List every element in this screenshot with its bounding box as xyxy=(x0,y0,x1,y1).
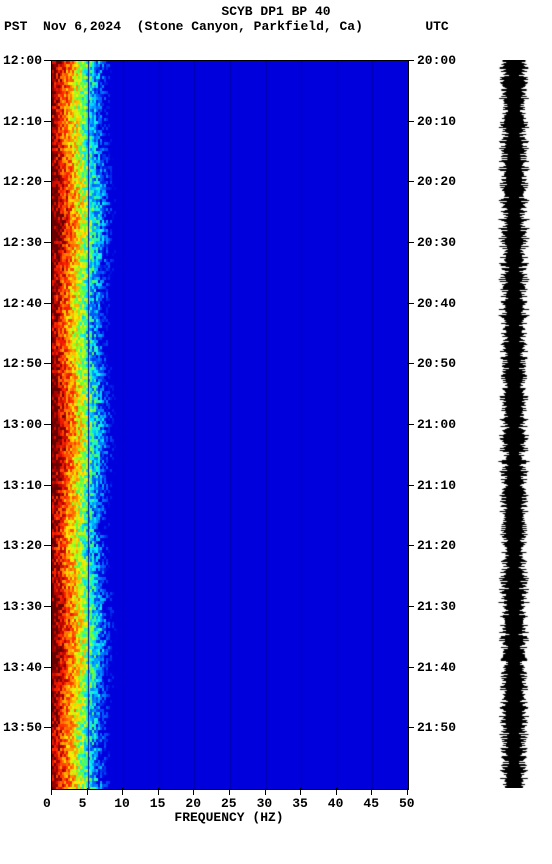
date-label: Nov 6,2024 xyxy=(43,19,121,34)
yaxis-left-tick xyxy=(44,303,51,304)
yaxis-left-tick xyxy=(44,60,51,61)
yaxis-left-label: 13:40 xyxy=(3,660,42,675)
yaxis-left-tick xyxy=(44,727,51,728)
xaxis-tick-label: 10 xyxy=(114,796,130,811)
yaxis-left-label: 12:50 xyxy=(3,356,42,371)
yaxis-right-tick xyxy=(407,242,414,243)
xaxis-tick xyxy=(300,788,301,795)
yaxis-left-tick xyxy=(44,545,51,546)
yaxis-right-label: 20:10 xyxy=(417,114,456,129)
xaxis-tick xyxy=(336,788,337,795)
yaxis-right-label: 21:40 xyxy=(417,660,456,675)
yaxis-right-tick xyxy=(407,424,414,425)
waveform-panel xyxy=(486,60,542,788)
yaxis-left-label: 12:40 xyxy=(3,296,42,311)
xaxis-tick-label: 20 xyxy=(185,796,201,811)
spectrogram-panel xyxy=(51,60,409,790)
yaxis-right-tick xyxy=(407,667,414,668)
xaxis-title: FREQUENCY (HZ) xyxy=(0,810,458,825)
xaxis-tick-label: 25 xyxy=(221,796,237,811)
yaxis-left-tick xyxy=(44,242,51,243)
xaxis-tick-label: 0 xyxy=(43,796,51,811)
xaxis-tick xyxy=(51,788,52,795)
xaxis-tick xyxy=(407,788,408,795)
yaxis-left-tick xyxy=(44,667,51,668)
yaxis-right-label: 21:50 xyxy=(417,720,456,735)
yaxis-right-tick xyxy=(407,606,414,607)
left-tz-label: PST xyxy=(4,19,27,34)
yaxis-left-label: 12:20 xyxy=(3,174,42,189)
xaxis-tick xyxy=(87,788,88,795)
right-tz-label: UTC xyxy=(425,19,448,34)
yaxis-right-label: 20:50 xyxy=(417,356,456,371)
plot-title: SCYB DP1 BP 40 xyxy=(0,4,552,19)
yaxis-left-label: 12:30 xyxy=(3,235,42,250)
yaxis-right-tick xyxy=(407,303,414,304)
yaxis-left-tick xyxy=(44,606,51,607)
yaxis-left-label: 12:00 xyxy=(3,53,42,68)
station-label: (Stone Canyon, Parkfield, Ca) xyxy=(137,19,363,34)
yaxis-right-tick xyxy=(407,727,414,728)
xaxis-tick-label: 40 xyxy=(328,796,344,811)
yaxis-right-label: 20:40 xyxy=(417,296,456,311)
yaxis-right-tick xyxy=(407,485,414,486)
yaxis-right-tick xyxy=(407,121,414,122)
yaxis-left-label: 13:50 xyxy=(3,720,42,735)
yaxis-right-label: 21:20 xyxy=(417,538,456,553)
yaxis-right-tick xyxy=(407,545,414,546)
xaxis-tick-label: 50 xyxy=(399,796,415,811)
yaxis-right-label: 21:00 xyxy=(417,417,456,432)
xaxis-tick xyxy=(193,788,194,795)
yaxis-left-label: 12:10 xyxy=(3,114,42,129)
plot-subtitle: PST Nov 6,2024 (Stone Canyon, Parkfield,… xyxy=(0,19,552,34)
xaxis-tick xyxy=(158,788,159,795)
xaxis-tick-label: 15 xyxy=(150,796,166,811)
xaxis-tick-label: 35 xyxy=(292,796,308,811)
yaxis-left-label: 13:00 xyxy=(3,417,42,432)
yaxis-left-tick xyxy=(44,121,51,122)
yaxis-right-label: 21:30 xyxy=(417,599,456,614)
header: SCYB DP1 BP 40 PST Nov 6,2024 (Stone Can… xyxy=(0,4,552,34)
spectrogram-canvas xyxy=(52,61,408,789)
xaxis-tick-label: 45 xyxy=(363,796,379,811)
yaxis-right-label: 21:10 xyxy=(417,478,456,493)
yaxis-left-tick xyxy=(44,485,51,486)
yaxis-left-label: 13:30 xyxy=(3,599,42,614)
yaxis-right-label: 20:30 xyxy=(417,235,456,250)
xaxis-tick xyxy=(371,788,372,795)
yaxis-left-tick xyxy=(44,363,51,364)
yaxis-right-tick xyxy=(407,363,414,364)
yaxis-right-label: 20:00 xyxy=(417,53,456,68)
xaxis-tick-label: 30 xyxy=(257,796,273,811)
yaxis-left-label: 13:10 xyxy=(3,478,42,493)
yaxis-right-tick xyxy=(407,181,414,182)
xaxis-tick xyxy=(229,788,230,795)
waveform-canvas xyxy=(486,60,542,788)
xaxis-tick-label: 5 xyxy=(79,796,87,811)
yaxis-left-tick xyxy=(44,424,51,425)
yaxis-right-label: 20:20 xyxy=(417,174,456,189)
xaxis-tick xyxy=(265,788,266,795)
yaxis-left-tick xyxy=(44,181,51,182)
yaxis-right-tick xyxy=(407,60,414,61)
xaxis-tick xyxy=(122,788,123,795)
yaxis-left-label: 13:20 xyxy=(3,538,42,553)
